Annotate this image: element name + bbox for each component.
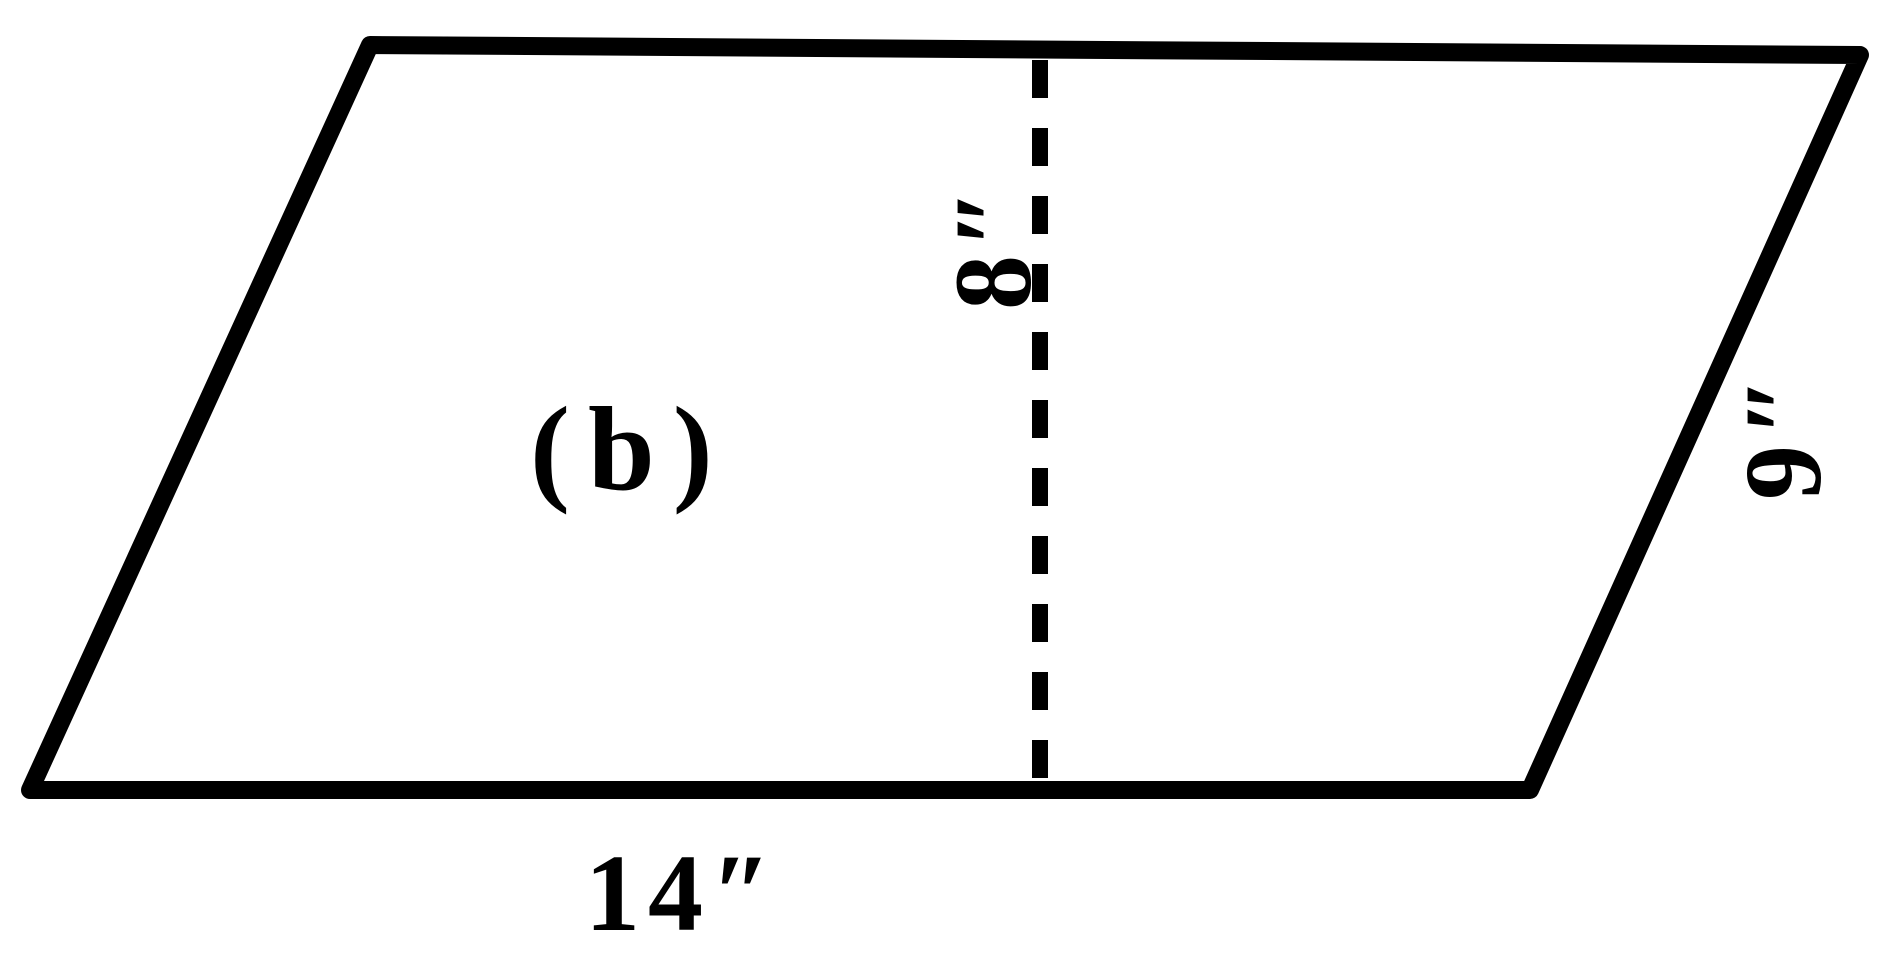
side-label: 9″: [1720, 368, 1847, 500]
parallelogram-svg: [0, 0, 1882, 980]
base-label: 14″: [585, 830, 780, 957]
parallelogram-diagram: (b) 8″ 14″ 9″: [0, 0, 1882, 980]
figure-label: (b): [530, 380, 731, 518]
parallelogram-shape: [30, 45, 1860, 790]
height-label: 8″: [930, 182, 1057, 310]
